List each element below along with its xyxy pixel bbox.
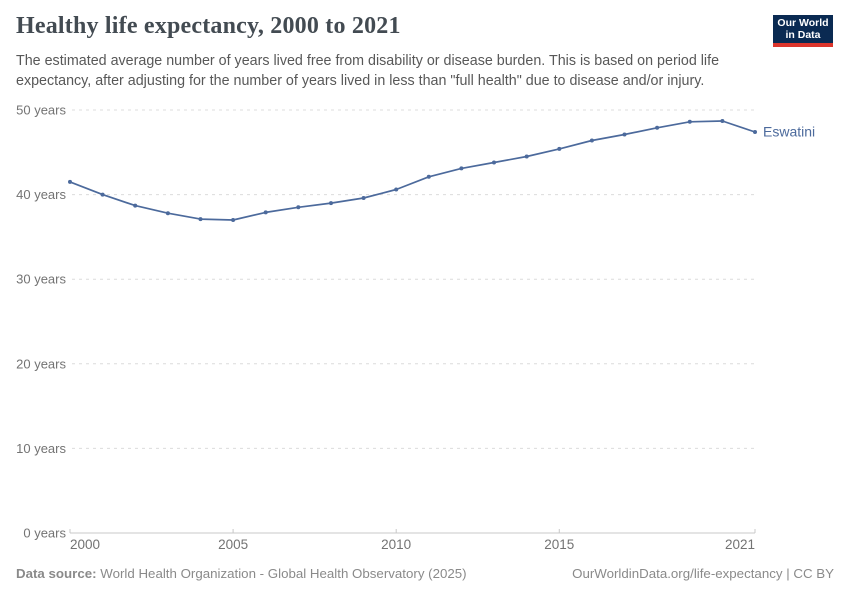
y-axis-tick-label: 50 years <box>16 103 66 118</box>
data-point[interactable] <box>133 203 138 208</box>
data-source-label: Data source: <box>16 566 97 581</box>
data-point[interactable] <box>361 196 366 200</box>
data-point[interactable] <box>68 179 72 184</box>
data-source-value: World Health Organization - Global Healt… <box>100 566 467 581</box>
data-point[interactable] <box>524 154 529 159</box>
y-axis-tick-label: 30 years <box>16 272 66 287</box>
owid-logo-line-1: Our World <box>777 16 829 29</box>
data-point[interactable] <box>263 210 268 215</box>
x-axis-tick-label: 2000 <box>70 537 100 552</box>
data-point[interactable] <box>687 119 692 124</box>
data-point[interactable] <box>426 174 431 179</box>
subtitle-line-2: expectancy, after adjusting for the numb… <box>16 72 705 89</box>
data-point[interactable] <box>394 187 399 192</box>
x-axis-tick-label: 2015 <box>544 537 574 552</box>
data-point[interactable] <box>492 160 496 165</box>
data-point[interactable] <box>557 146 562 151</box>
chart-subtitle: The estimated average number of years li… <box>16 52 719 91</box>
data-point[interactable] <box>459 166 464 171</box>
data-source-note: Data source: World Health Organization -… <box>16 566 467 581</box>
data-point[interactable] <box>753 130 757 134</box>
owid-logo[interactable]: Our World in Data <box>773 15 833 47</box>
chart-title: Healthy life expectancy, 2000 to 2021 <box>16 13 401 39</box>
x-axis-tick-label: 2021 <box>725 537 755 552</box>
data-point[interactable] <box>720 119 725 123</box>
y-axis-tick-label: 20 years <box>16 356 66 371</box>
credit-link[interactable]: OurWorldinData.org/life-expectancy | CC … <box>572 566 834 581</box>
y-axis-tick-label: 40 years <box>16 187 66 202</box>
entity-label[interactable]: Eswatini <box>763 123 815 139</box>
data-point[interactable] <box>231 218 236 222</box>
data-point[interactable] <box>622 132 627 137</box>
data-point[interactable] <box>329 201 333 206</box>
data-point[interactable] <box>589 138 594 143</box>
x-axis-tick-label: 2010 <box>381 537 411 552</box>
y-axis-tick-label: 0 years <box>23 526 66 541</box>
chart-footer: Data source: World Health Organization -… <box>16 566 834 581</box>
data-point[interactable] <box>655 125 660 130</box>
data-point[interactable] <box>296 205 301 210</box>
y-axis-tick-label: 10 years <box>16 441 66 456</box>
subtitle-line-1: The estimated average number of years li… <box>16 53 720 69</box>
owid-logo-line-2: in Data <box>785 29 821 41</box>
x-axis-tick-label: 2005 <box>218 537 248 552</box>
data-point[interactable] <box>198 217 203 222</box>
data-point[interactable] <box>165 211 170 216</box>
data-point[interactable] <box>100 192 105 197</box>
series-line[interactable] <box>69 120 756 221</box>
